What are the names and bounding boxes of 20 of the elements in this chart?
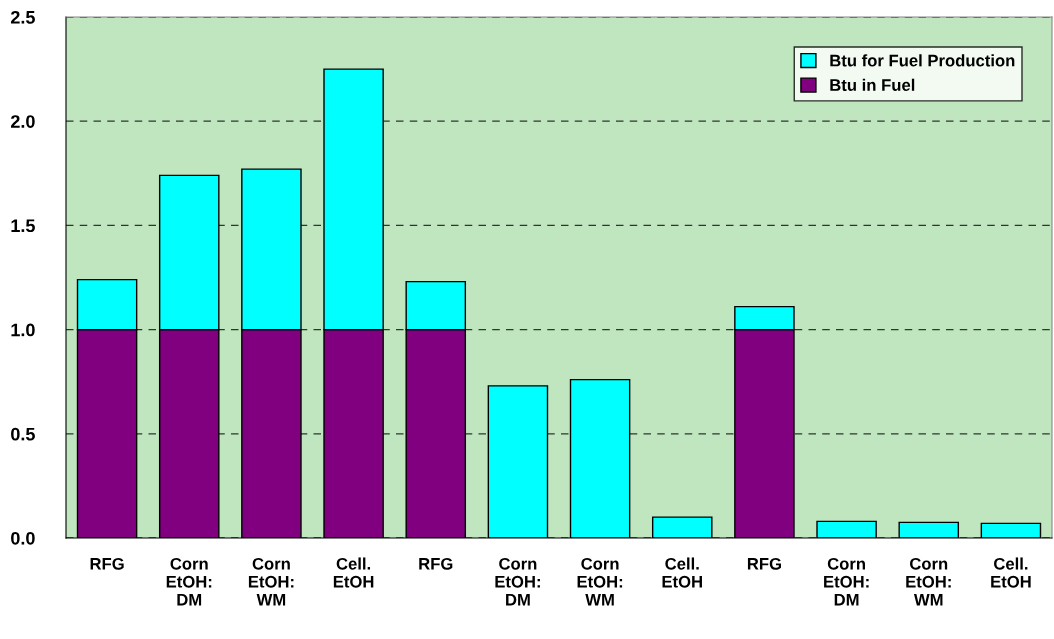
y-tick-label: 0.5: [11, 427, 35, 441]
x-tick-label: Corn EtOH: DM: [495, 557, 540, 606]
x-tick-label: Corn EtOH: WM: [248, 557, 294, 606]
y-tick-label: 2.0: [10, 115, 35, 128]
x-tick-label: Corn EtOH: WM: [577, 557, 623, 606]
x-tick-label: Corn EtOH: DM: [166, 557, 212, 606]
x-tick-label: Cell. EtOH: [991, 557, 1031, 588]
y-tick-label: 1.0: [11, 323, 35, 337]
x-tick-label: Corn EtOH: WM: [906, 557, 951, 606]
x-tick-label: Corn EtOH: DM: [824, 557, 869, 606]
legend-label: Btu for Fuel Production: [830, 54, 1015, 67]
legend-label: Btu in Fuel: [830, 78, 915, 91]
x-tick-label: RFG: [747, 557, 781, 570]
y-tick-label: 1.5: [11, 219, 35, 233]
y-tick-label: 2.5: [10, 10, 35, 24]
x-tick-label: RFG: [419, 557, 453, 570]
y-tick-label: 0.0: [11, 531, 35, 545]
x-tick-label: RFG: [90, 557, 124, 570]
x-tick-label: Cell. EtOH: [333, 557, 374, 588]
x-tick-label: Cell. EtOH: [662, 557, 702, 588]
